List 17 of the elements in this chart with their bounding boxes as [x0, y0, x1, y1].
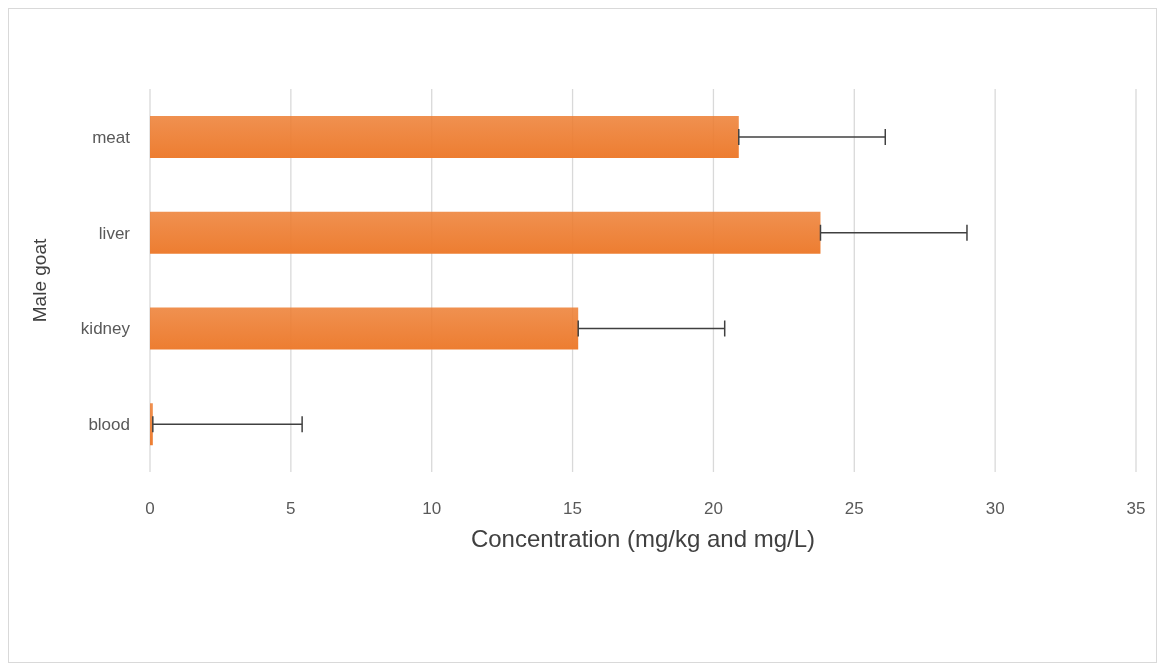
y-tick-label: blood [88, 415, 130, 435]
bar [150, 307, 579, 350]
x-tick-label: 25 [844, 499, 864, 519]
x-axis-title: Concentration (mg/kg and mg/L) [470, 525, 816, 553]
bar [150, 211, 821, 254]
y-tick-label: kidney [80, 319, 131, 339]
x-tick-label: 5 [286, 499, 296, 519]
y-tick-label: liver [98, 223, 131, 243]
x-tick-label: 0 [145, 499, 155, 519]
x-tick-label: 35 [1126, 499, 1146, 519]
x-tick-label: 30 [985, 499, 1005, 519]
y-tick-label: meat [92, 127, 131, 147]
x-tick-label: 15 [563, 499, 583, 519]
y-axis-title: Male goat [28, 238, 50, 323]
x-tick-label: 10 [422, 499, 442, 519]
bar [150, 116, 739, 158]
x-tick-label: 20 [703, 499, 723, 519]
